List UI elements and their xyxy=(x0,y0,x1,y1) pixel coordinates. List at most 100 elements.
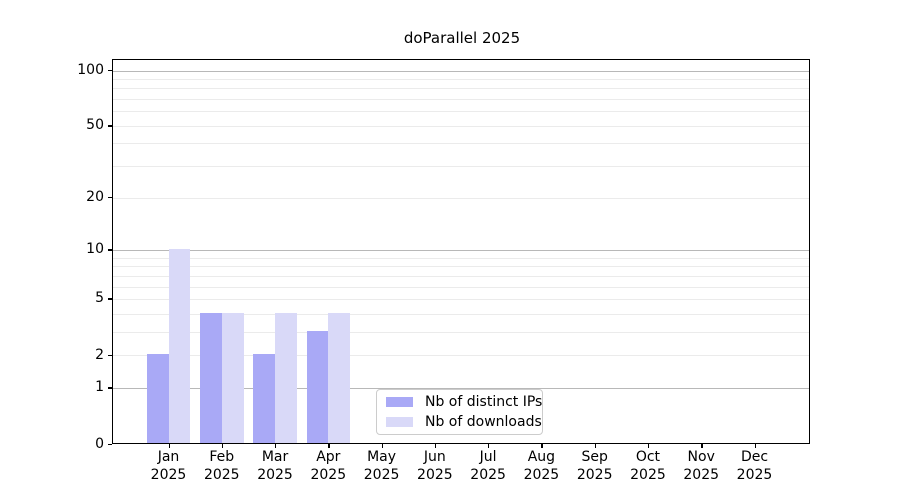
y-tick-label-20: 20 xyxy=(86,189,104,206)
x-label-month: Sep xyxy=(581,449,608,465)
gridline-minor-7 xyxy=(113,275,809,277)
x-tick-apr xyxy=(328,444,330,448)
bar-mar-distinct-ips xyxy=(253,354,276,443)
legend-label-distinct-ips: Nb of distinct IPs xyxy=(425,394,543,410)
bar-apr-downloads xyxy=(328,312,351,443)
x-label-year: 2025 xyxy=(310,466,347,483)
y-axis: 0 1 2 5 10 20 50 100 xyxy=(0,59,104,452)
x-tick-label-oct: Oct 2025 xyxy=(616,449,680,484)
x-label-month: Mar xyxy=(261,449,289,465)
gridline-minor-80 xyxy=(113,88,809,90)
gridline-major-1 xyxy=(113,387,809,389)
x-axis: Jan 2025 Feb 2025 Mar 2025 Apr 2025 May 2025 Jun 20… xyxy=(112,449,810,489)
gridline-minor-40 xyxy=(113,143,809,145)
x-label-month: Aug xyxy=(527,449,556,465)
gridline-minor-70 xyxy=(113,99,809,101)
x-label-month: Dec xyxy=(740,449,769,465)
x-tick-label-mar: Mar 2025 xyxy=(243,449,307,484)
bar-jan-distinct-ips xyxy=(146,354,169,443)
x-tick-label-sep: Sep 2025 xyxy=(563,449,627,484)
x-tick-dec xyxy=(754,444,756,448)
gridline-minor-20 xyxy=(113,197,809,199)
x-label-month: Feb xyxy=(209,449,235,465)
gridline-major-10 xyxy=(113,249,809,251)
bar-feb-downloads xyxy=(221,312,244,443)
x-tick-label-jul: Jul 2025 xyxy=(456,449,520,484)
y-tick-label-5: 5 xyxy=(95,290,104,307)
x-label-month: Oct xyxy=(635,449,661,465)
y-tick-label-10: 10 xyxy=(86,241,104,258)
x-label-year: 2025 xyxy=(257,466,293,483)
x-label-year: 2025 xyxy=(576,466,613,483)
x-tick-jul xyxy=(488,444,490,448)
x-tick-aug xyxy=(541,444,543,448)
x-label-year: 2025 xyxy=(523,466,560,483)
gridline-minor-8 xyxy=(113,266,809,268)
x-tick-oct xyxy=(647,444,650,448)
x-label-year: 2025 xyxy=(683,466,720,483)
bar-jan-downloads xyxy=(168,248,191,443)
gridline-minor-4 xyxy=(113,313,809,315)
x-label-month: May xyxy=(367,449,397,465)
y-tick-2 xyxy=(108,354,112,356)
y-tick-label-0: 0 xyxy=(95,435,104,452)
x-tick-feb xyxy=(221,444,224,448)
bar-mar-downloads xyxy=(275,312,297,443)
x-label-month: Jul xyxy=(479,449,497,465)
gridline-minor-90 xyxy=(113,78,809,80)
x-label-month: Jan xyxy=(157,449,180,465)
gridline-minor-30 xyxy=(113,166,809,168)
x-tick-label-dec: Dec 2025 xyxy=(723,449,787,484)
legend-label-downloads: Nb of downloads xyxy=(425,414,542,430)
x-label-month: Apr xyxy=(316,449,341,465)
x-tick-mar xyxy=(275,444,277,448)
legend-item-distinct-ips: Nb of distinct IPs xyxy=(386,394,542,410)
x-label-year: 2025 xyxy=(203,466,240,483)
y-tick-label-50: 50 xyxy=(86,117,104,134)
x-tick-label-feb: Feb 2025 xyxy=(190,449,254,484)
x-tick-label-may: May 2025 xyxy=(350,449,414,484)
x-label-month: Nov xyxy=(687,449,715,465)
x-label-year: 2025 xyxy=(470,466,506,483)
x-tick-label-apr: Apr 2025 xyxy=(296,449,360,484)
x-label-month: Jun xyxy=(423,449,446,465)
gridline-major-100 xyxy=(113,70,809,72)
x-tick-jan xyxy=(168,444,170,448)
x-label-year: 2025 xyxy=(736,466,773,483)
legend-item-downloads: Nb of downloads xyxy=(386,414,542,430)
gridline-minor-50 xyxy=(113,125,809,127)
bar-feb-distinct-ips xyxy=(200,312,222,443)
plot-area: Nb of distinct IPs Nb of downloads xyxy=(108,59,810,448)
y-tick-50 xyxy=(108,125,112,127)
y-tick-label-100: 100 xyxy=(77,62,104,78)
gridline-minor-60 xyxy=(113,111,809,113)
y-tick-20 xyxy=(108,197,112,199)
y-tick-label-2: 2 xyxy=(95,346,104,363)
x-tick-nov xyxy=(701,444,703,448)
x-tick-label-aug: Aug 2025 xyxy=(509,449,573,484)
y-tick-label-1: 1 xyxy=(95,379,104,396)
x-label-year: 2025 xyxy=(150,466,187,483)
x-tick-label-jan: Jan 2025 xyxy=(137,449,201,484)
chart-title: doParallel 2025 xyxy=(403,29,521,47)
gridline-minor-9 xyxy=(113,257,809,259)
gridline-minor-5 xyxy=(113,298,809,300)
x-tick-jun xyxy=(434,444,437,448)
x-tick-label-jun: Jun 2025 xyxy=(403,449,467,484)
gridline-minor-6 xyxy=(113,286,809,288)
x-tick-may xyxy=(381,444,383,448)
x-label-year: 2025 xyxy=(630,466,666,483)
y-tick-0 xyxy=(108,443,112,445)
x-label-year: 2025 xyxy=(363,466,400,483)
bar-apr-distinct-ips xyxy=(306,330,329,443)
x-label-year: 2025 xyxy=(417,466,453,483)
legend: Nb of distinct IPs Nb of downloads xyxy=(376,389,543,435)
y-tick-1 xyxy=(108,387,112,389)
y-tick-10 xyxy=(108,249,112,251)
x-tick-sep xyxy=(594,444,596,448)
gridline-minor-3 xyxy=(113,331,809,333)
legend-swatch-downloads xyxy=(386,417,413,427)
gridline-minor-2 xyxy=(113,355,809,357)
legend-swatch-distinct-ips xyxy=(386,397,413,407)
